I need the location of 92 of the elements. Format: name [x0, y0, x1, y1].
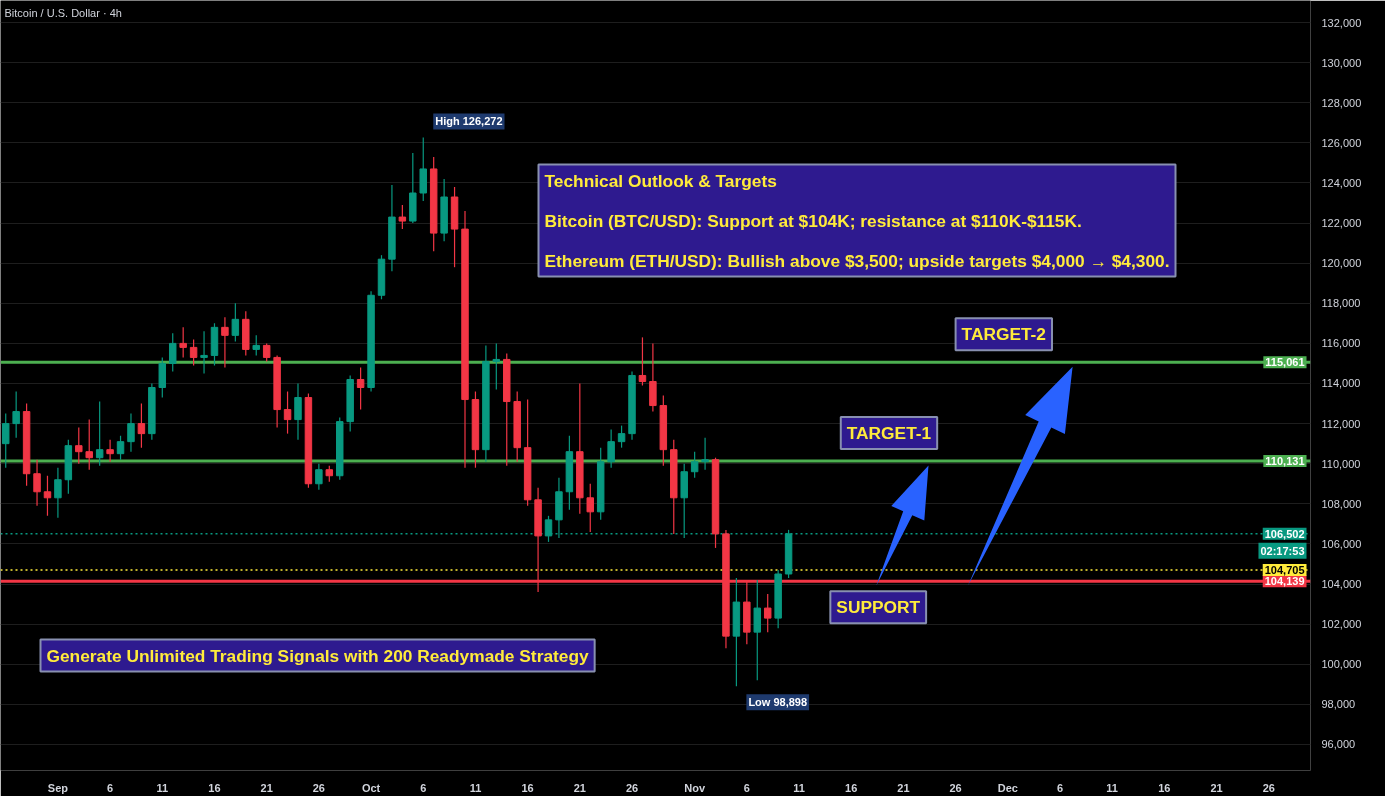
x-tick-label: Dec: [997, 781, 1018, 794]
x-tick-label: 26: [949, 781, 962, 794]
y-tick-label: 102,000: [1321, 618, 1362, 631]
annotation: TARGET-2: [961, 324, 1047, 345]
candlestick: [106, 439, 114, 463]
y-tick-label: 132,000: [1321, 16, 1362, 29]
candlestick: [12, 390, 20, 439]
candlestick: [315, 463, 323, 491]
annotation: High 126,272: [435, 115, 503, 128]
ref-line-label: 104,139: [1264, 575, 1305, 588]
y-tick-label: 122,000: [1321, 217, 1362, 230]
candlestick: [1, 412, 10, 469]
annotation: Low 98,898: [748, 696, 808, 709]
candlestick: [54, 467, 62, 519]
candlestick: [231, 302, 240, 342]
y-tick-label: 108,000: [1321, 497, 1362, 510]
x-tick-label: 16: [521, 781, 534, 794]
annotation: 02:17:53: [1260, 544, 1305, 557]
candlestick: [586, 483, 594, 533]
candlestick: [617, 425, 626, 449]
y-tick-label: 104,000: [1321, 578, 1362, 591]
candlestick: [607, 429, 615, 469]
candlestick: [252, 334, 260, 357]
candlestick: [75, 427, 83, 465]
y-tick-label: 114,000: [1321, 377, 1361, 390]
x-tick-label: 21: [573, 781, 586, 794]
y-tick-label: 128,000: [1321, 96, 1362, 109]
x-tick-label: 26: [625, 781, 639, 794]
ref-line-label: 106,502: [1264, 527, 1305, 540]
x-tick-label: 11: [156, 781, 169, 794]
candlestick: [169, 332, 177, 373]
candlestick: [33, 459, 41, 507]
y-tick-label: 116,000: [1321, 337, 1361, 350]
candlestick: [638, 336, 647, 387]
x-tick-label: 21: [1210, 781, 1223, 794]
candlestick: [283, 390, 292, 435]
candlestick: [221, 316, 229, 369]
x-tick-label: 21: [260, 781, 273, 794]
annotation: Generate Unlimited Trading Signals with 200 Readymade Strategy: [46, 645, 590, 666]
x-tick-label: 6: [420, 781, 427, 794]
ref-line-label: 115,061: [1265, 356, 1305, 369]
y-tick-label: 124,000: [1321, 176, 1362, 189]
y-tick-label: 96,000: [1321, 738, 1356, 751]
x-tick-label: 6: [107, 781, 114, 794]
x-tick-label: 16: [1158, 781, 1171, 794]
annotation: SUPPORT: [836, 597, 921, 618]
candlestick: [763, 593, 772, 633]
candlestick: [137, 402, 146, 449]
candlestick: [189, 338, 198, 367]
x-tick-label: 16: [845, 781, 858, 794]
candlestick: [294, 382, 302, 441]
annotation: Technical Outlook & Targets: [544, 170, 777, 191]
y-tick-label: 112,000: [1321, 417, 1361, 430]
candlestick: [262, 342, 271, 363]
candlestick: [701, 437, 709, 471]
x-tick-label: Sep: [47, 781, 69, 794]
y-tick-label: 118,000: [1321, 297, 1361, 310]
x-tick-label: 21: [897, 781, 910, 794]
candlestick: [398, 204, 407, 230]
annotation: Ethereum (ETH/USD): Bullish above $3,500; upside targets $4,000 → $4,300.: [544, 250, 1170, 271]
y-tick-label: 100,000: [1321, 658, 1362, 671]
x-tick-label: Oct: [361, 781, 381, 794]
candlestick: [116, 435, 125, 461]
y-tick-label: 110,000: [1321, 457, 1361, 470]
candlestick: [85, 418, 93, 471]
x-tick-label: 6: [1056, 781, 1064, 794]
x-tick-label: 26: [312, 781, 325, 794]
y-tick-label: 130,000: [1321, 56, 1362, 69]
y-tick-label: 126,000: [1321, 136, 1362, 149]
x-tick-label: 16: [208, 781, 221, 794]
text: Bitcoin / U.S. Dollar · 4h: [4, 6, 122, 19]
x-tick-label: 11: [793, 781, 805, 794]
annotation: Bitcoin (BTC/USD): Support at $104K; resistance at $110K-$115K.: [544, 210, 1082, 231]
x-tick-label: 11: [469, 781, 482, 794]
y-tick-label: 98,000: [1321, 698, 1356, 711]
x-tick-label: 26: [1262, 781, 1275, 794]
candlestick: [43, 475, 52, 517]
ref-line-label: 104,705: [1264, 563, 1305, 576]
candlestick: [127, 412, 135, 453]
candlestick: [690, 451, 699, 479]
candlestick: [95, 400, 104, 467]
candlestick: [200, 330, 208, 375]
annotation: TARGET-1: [846, 423, 932, 444]
x-tick-label: Nov: [684, 781, 706, 794]
candlestick: [492, 342, 501, 391]
x-tick-label: 6: [743, 781, 750, 794]
candlestick: [179, 326, 187, 359]
ref-line-label: 110,131: [1265, 455, 1305, 468]
candlestick: [356, 366, 365, 411]
y-tick-label: 106,000: [1321, 537, 1362, 550]
y-tick-label: 120,000: [1321, 257, 1362, 270]
x-tick-label: 11: [1106, 781, 1118, 794]
